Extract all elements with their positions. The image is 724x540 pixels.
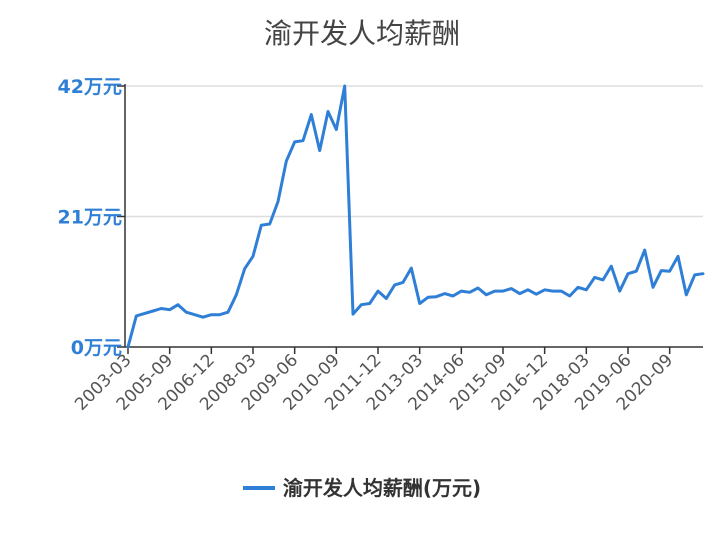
legend[interactable]: 渝开发人均薪酬(万元)	[0, 472, 724, 501]
y-tick-label: 21万元	[58, 207, 122, 229]
legend-swatch	[242, 485, 275, 490]
series-line	[126, 84, 705, 349]
y-axis-ticks: 0万元 21万元 42万元	[58, 76, 122, 359]
axes	[117, 84, 703, 354]
legend-label: 渝开发人均薪酬(万元)	[282, 476, 482, 500]
x-axis-ticks: 2003-032005-092006-122008-032009-062010-…	[71, 350, 677, 414]
series-layer	[126, 84, 705, 349]
chart-title: 渝开发人均薪酬	[263, 17, 460, 50]
gridlines	[125, 85, 703, 218]
y-tick-label: 0万元	[71, 337, 122, 359]
y-tick-label: 42万元	[58, 76, 122, 98]
